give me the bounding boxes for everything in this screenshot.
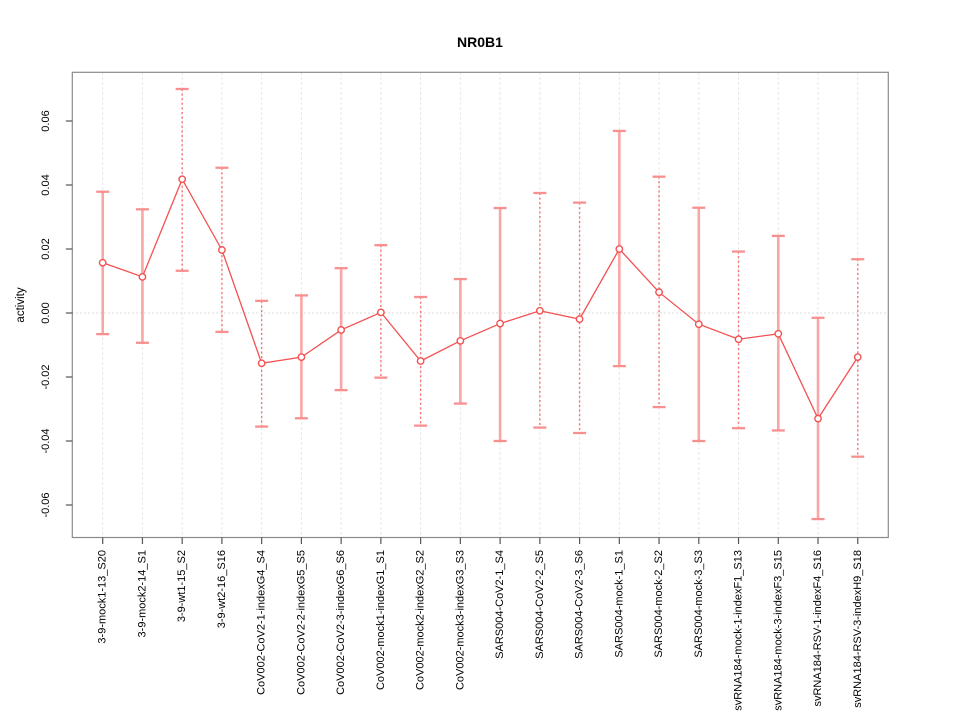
data-point xyxy=(178,175,187,184)
data-point xyxy=(496,319,504,328)
x-tick-label: SARS004-mock-2_S2 xyxy=(653,550,665,658)
data-point xyxy=(337,326,346,334)
data-point xyxy=(655,288,663,297)
y-axis-label: activity xyxy=(15,287,27,322)
y-tick-label: 0.04 xyxy=(40,174,52,195)
data-point xyxy=(297,353,306,362)
x-tick-label: SARS004-CoV2-1_S4 xyxy=(494,550,506,659)
x-tick-label: CoV002-mock3-indexG3_S3 xyxy=(454,550,466,690)
data-point xyxy=(774,329,783,338)
series-line xyxy=(102,177,859,420)
x-tick-label: svRNA184-mock-3-indexF3_S15 xyxy=(772,550,784,711)
y-tick-label: -0.04 xyxy=(40,428,52,453)
x-tick-label: SARS004-mock-3_S3 xyxy=(693,550,705,658)
x-tick-label: svRNA184-mock-1-indexF1_S13 xyxy=(733,550,745,711)
grid-layer xyxy=(72,72,889,538)
y-tick-label: -0.02 xyxy=(40,364,52,389)
data-point xyxy=(416,357,425,365)
x-tick-label: CoV002-mock1-indexG1_S1 xyxy=(375,550,387,690)
y-tick-label: 0.00 xyxy=(40,302,52,323)
data-point xyxy=(456,336,465,345)
x-tick-label: SARS004-mock-1_S1 xyxy=(613,550,625,658)
data-point xyxy=(138,272,147,281)
axis-layer: 0.06 0.04 0.02 0.00 -0.02 -0.04 -0.06 3-9-mock1… xyxy=(40,71,889,711)
x-tick-label: CoV002-CoV2-3-indexG6_S6 xyxy=(335,550,347,695)
data-point xyxy=(218,246,226,254)
y-tick-label: 0.06 xyxy=(40,110,52,131)
errorbar-layer xyxy=(96,87,865,521)
data-point xyxy=(98,258,107,267)
x-tick-label: 3-9-wt1-15_S2 xyxy=(176,550,188,622)
series-layer xyxy=(98,175,862,423)
data-point xyxy=(535,306,544,315)
data-point xyxy=(734,335,743,344)
x-tick-label: SARS004-CoV2-2_S5 xyxy=(534,550,546,659)
data-point xyxy=(853,353,862,362)
plot-box xyxy=(71,71,889,539)
data-point xyxy=(575,315,584,323)
data-point xyxy=(814,414,822,423)
x-tick-label: CoV002-mock2-indexG2_S2 xyxy=(415,550,427,690)
x-tick-label: 3-9-mock1-13_S20 xyxy=(97,550,109,644)
x-tick-label: 3-9-mock2-14_S1 xyxy=(136,550,148,637)
data-point xyxy=(376,308,385,317)
data-point xyxy=(694,320,703,329)
x-tick-label: svRNA184-RSV-1-indexF4_S16 xyxy=(812,550,824,707)
y-tick-label: 0.02 xyxy=(40,238,52,259)
x-tick-label: 3-9-wt2-16_S16 xyxy=(216,550,228,628)
data-point xyxy=(257,359,266,368)
x-tick-label: svRNA184-RSV-3-indexH9_S18 xyxy=(852,550,864,708)
y-tick-label: -0.06 xyxy=(40,492,52,517)
x-tick-label: CoV002-CoV2-2-indexG5_S5 xyxy=(295,550,307,695)
x-tick-label: CoV002-CoV2-1-indexG4_S4 xyxy=(256,550,268,695)
x-tick-label: SARS004-CoV2-3_S6 xyxy=(574,550,586,659)
data-point xyxy=(615,245,624,253)
chart-title: NR0B1 xyxy=(457,34,503,50)
